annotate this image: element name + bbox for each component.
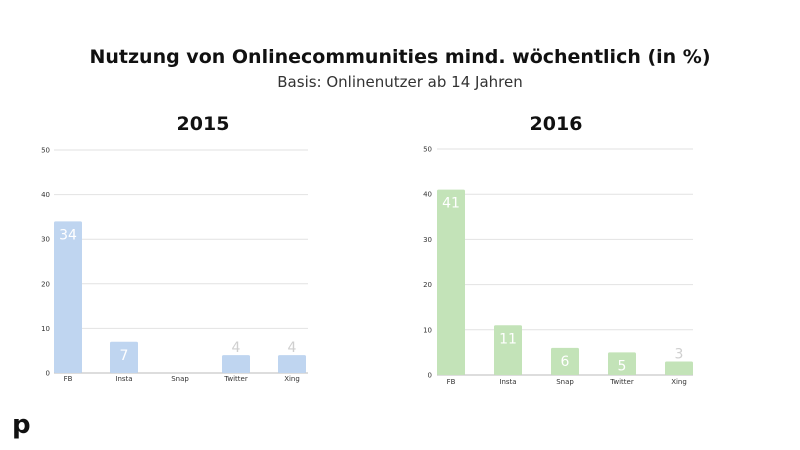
x-tick-label-snap: Snap bbox=[556, 378, 574, 386]
y-tick-label-30: 30 bbox=[423, 236, 432, 244]
data-label-insta: 7 bbox=[120, 348, 129, 364]
x-tick-label-twitter: Twitter bbox=[609, 378, 634, 386]
y-tick-label-10: 10 bbox=[423, 326, 432, 334]
y-tick-label-50: 50 bbox=[423, 146, 432, 154]
y-tick-label-20: 20 bbox=[423, 281, 432, 289]
bar-xing bbox=[665, 361, 693, 375]
chart-title-2016: 2016 bbox=[529, 113, 583, 135]
x-tick-label-snap: Snap bbox=[171, 375, 189, 383]
data-label-twitter: 5 bbox=[618, 358, 627, 374]
bar-insta bbox=[110, 341, 138, 373]
y-tick-label-50: 50 bbox=[41, 147, 50, 155]
y-tick-label-0: 0 bbox=[46, 370, 50, 378]
y-tick-label-10: 10 bbox=[41, 325, 50, 333]
bar-insta bbox=[494, 325, 522, 375]
y-tick-label-20: 20 bbox=[41, 280, 50, 288]
chart-title-2015: 2015 bbox=[176, 113, 230, 135]
x-tick-label-insta: Insta bbox=[115, 375, 132, 383]
x-tick-label-xing: Xing bbox=[671, 378, 687, 386]
bar-twitter bbox=[608, 352, 636, 375]
main-title: Nutzung von Onlinecommunities mind. wöch… bbox=[89, 46, 711, 68]
x-tick-label-fb: FB bbox=[64, 375, 73, 383]
x-tick-label-fb: FB bbox=[447, 378, 456, 386]
brand-logo: p bbox=[12, 410, 31, 440]
y-tick-label-30: 30 bbox=[41, 236, 50, 244]
x-tick-label-twitter: Twitter bbox=[223, 375, 248, 383]
bar-fb bbox=[54, 221, 82, 373]
y-tick-label-40: 40 bbox=[423, 191, 432, 199]
data-label-xing: 4 bbox=[288, 340, 297, 356]
data-label-snap: 6 bbox=[561, 354, 570, 370]
data-label-insta: 11 bbox=[499, 331, 517, 347]
data-label-xing: 3 bbox=[675, 346, 684, 362]
x-tick-label-insta: Insta bbox=[499, 378, 516, 386]
subtitle: Basis: Onlinenutzer ab 14 Jahren bbox=[277, 73, 523, 91]
x-tick-label-xing: Xing bbox=[284, 375, 300, 383]
bar-twitter bbox=[222, 355, 250, 373]
y-tick-label-40: 40 bbox=[41, 191, 50, 199]
data-label-fb: 34 bbox=[59, 227, 77, 243]
bar-xing bbox=[278, 355, 306, 373]
bar-snap bbox=[551, 347, 579, 375]
data-label-twitter: 4 bbox=[232, 340, 241, 356]
y-tick-label-0: 0 bbox=[428, 372, 432, 380]
data-label-fb: 41 bbox=[442, 196, 460, 212]
bar-fb bbox=[437, 189, 465, 375]
